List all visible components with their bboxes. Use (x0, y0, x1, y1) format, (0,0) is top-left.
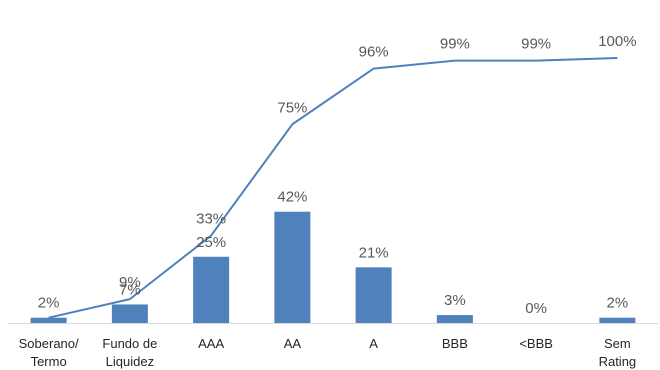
bar (111, 304, 148, 323)
x-tick-label: AAA (198, 336, 224, 351)
bars-layer (30, 211, 636, 323)
bar (274, 211, 311, 323)
bar (355, 267, 392, 323)
x-tick-label: Rating (599, 354, 637, 369)
bar (193, 256, 230, 323)
data-labels-layer: 2% 7% 25% 42% 21% 3% 0% 2% 9% 33% 75% 96% 99% 99% 100% (38, 33, 637, 317)
x-tick-label: Termo (31, 354, 67, 369)
bar-value-label: 25% (196, 234, 226, 251)
line-value-label: 100% (598, 33, 636, 50)
x-tick-label: BBB (442, 336, 468, 351)
line-value-label: 9% (119, 274, 141, 291)
x-tick-label: Sem (604, 336, 631, 351)
line-value-label: 75% (277, 99, 307, 116)
bar-value-label: 7% (119, 281, 141, 298)
line-value-label: 99% (521, 36, 551, 53)
bar-value-label: 21% (359, 244, 389, 261)
line-value-label: 33% (196, 211, 226, 228)
x-tick-label: Liquidez (106, 354, 154, 369)
bar-value-label: 0% (525, 300, 547, 317)
x-tick-label: <BBB (519, 336, 553, 351)
line-value-label: 96% (359, 44, 389, 61)
bar-value-label: 2% (38, 295, 60, 312)
cumulative-line-layer (48, 57, 618, 319)
bar (436, 315, 473, 323)
x-tick-label: AA (284, 336, 302, 351)
line-value-label: 99% (440, 36, 470, 53)
bar-value-label: 42% (277, 189, 307, 206)
bar (30, 317, 67, 323)
bar (599, 317, 636, 323)
x-tick-label: A (369, 336, 378, 351)
cumulative-line (48, 57, 618, 319)
x-tick-label: Fundo de (102, 336, 157, 351)
bar-value-label: 2% (607, 295, 629, 312)
x-tick-label: Soberano/ (19, 336, 79, 351)
bar-value-label: 3% (444, 292, 466, 309)
